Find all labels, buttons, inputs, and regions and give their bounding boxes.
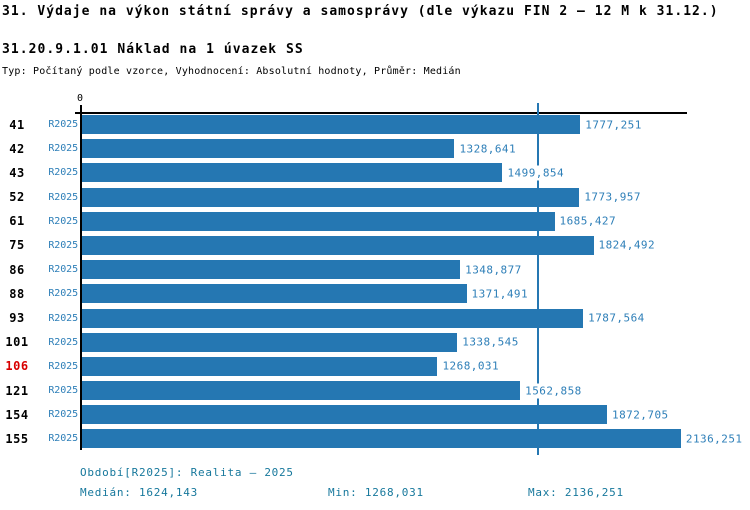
chart-row: 88 R2025 1371,491 [0,284,750,304]
row-series-label: R2025 [48,312,78,324]
value-bar [82,332,458,352]
bar-value-label: 1499,854 [506,165,566,181]
value-bar [82,139,455,159]
value-bar [82,260,461,280]
row-category-label: 121 [5,383,29,398]
value-bar [82,163,503,183]
bar-value-label: 1348,877 [464,262,523,278]
bar-track: 1787,564 [82,308,687,328]
bar-value-label: 1824,492 [597,237,657,253]
value-bar [82,211,555,231]
row-series-label: R2025 [48,143,78,155]
row-category-label: 101 [5,335,29,350]
indicator-title: 31.20.9.1.01 Náklad na 1 úvazek SS [2,42,304,57]
max-stat-label: Max: 2136,251 [528,486,624,499]
bar-value-label: 1685,427 [558,213,618,229]
x-axis-zero-tick-label: 0 [76,93,84,104]
row-series-label: R2025 [48,191,78,203]
chart-row: 41 R2025 1777,251 [0,115,750,134]
bar-track: 1777,251 [82,115,687,134]
value-bar [82,284,467,304]
page-title: 31. Výdaje na výkon státní správy a samo… [2,4,719,19]
row-category-label: 41 [9,117,25,132]
bar-track: 1499,854 [82,163,687,183]
value-bar [82,115,581,134]
bar-track: 1268,031 [82,356,687,376]
row-series-label: R2025 [48,264,78,276]
row-series-label: R2025 [48,433,78,445]
row-series-label: R2025 [48,239,78,251]
row-category-label: 154 [5,407,29,422]
row-series-label: R2025 [48,288,78,300]
row-series-label: R2025 [48,385,78,397]
bar-track: 1338,545 [82,332,687,352]
bar-track: 1348,877 [82,260,687,280]
bar-value-label: 1371,491 [470,286,530,302]
x-axis-line [75,112,687,114]
chart-row: 155 R2025 2136,251 [0,429,750,449]
row-series-label: R2025 [48,360,78,372]
row-category-label: 88 [9,286,25,301]
bar-track: 1685,427 [82,211,687,231]
row-category-label: 52 [9,190,25,205]
chart-row: 101 R2025 1338,545 [0,332,750,352]
bar-value-label: 1872,705 [611,407,670,423]
bar-track: 1773,957 [82,187,687,207]
value-bar [82,429,681,449]
median-stat-label: Medián: 1624,143 [80,486,198,499]
bar-value-label: 2136,251 [684,431,744,447]
bar-track: 1371,491 [82,284,687,304]
row-category-label: 93 [9,311,25,325]
row-category-label: 43 [9,165,25,180]
bar-track: 1562,858 [82,381,687,401]
value-bar [82,356,438,376]
bar-value-label: 1787,564 [587,310,646,326]
value-bar [82,381,521,401]
row-series-label: R2025 [48,336,78,348]
chart-row: 154 R2025 1872,705 [0,405,750,425]
chart-row: 61 R2025 1685,427 [0,211,750,231]
bar-value-label: 1773,957 [583,189,642,205]
bar-track: 1824,492 [82,235,687,255]
bar-value-label: 1268,031 [441,358,501,374]
chart-row: 121 R2025 1562,858 [0,381,750,401]
row-series-label: R2025 [48,119,78,130]
bar-track: 1872,705 [82,405,687,425]
indicator-meta: Typ: Počítaný podle vzorce, Vyhodnocení:… [2,66,461,77]
bar-value-label: 1777,251 [584,117,643,132]
bar-value-label: 1328,641 [458,141,518,157]
value-bar [82,187,580,207]
chart-row: 75 R2025 1824,492 [0,235,750,255]
row-category-label: 106 [5,359,29,374]
row-series-label: R2025 [48,167,78,179]
min-stat-label: Min: 1268,031 [328,486,424,499]
chart-row: 43 R2025 1499,854 [0,163,750,183]
value-bar [82,235,594,255]
row-series-label: R2025 [48,215,78,227]
row-category-label: 86 [9,262,25,277]
row-category-label: 42 [9,141,25,156]
chart-row: 42 R2025 1328,641 [0,139,750,159]
value-bar [82,405,608,425]
chart-row: 93 R2025 1787,564 [0,308,750,328]
bar-chart: 41 R2025 1777,251 42 R2025 1328,641 43 R2025 149… [0,115,750,454]
bar-track: 1328,641 [82,139,687,159]
bar-value-label: 1338,545 [461,334,520,350]
row-series-label: R2025 [48,409,78,421]
period-label: Období[R2025]: Realita – 2025 [80,466,294,479]
value-bar [82,308,584,328]
chart-row: 106 R2025 1268,031 [0,356,750,376]
bar-value-label: 1562,858 [524,383,583,399]
row-category-label: 75 [9,238,25,253]
row-category-label: 61 [9,214,25,229]
bar-track: 2136,251 [82,429,744,449]
chart-row: 52 R2025 1773,957 [0,187,750,207]
chart-row: 86 R2025 1348,877 [0,260,750,280]
row-category-label: 155 [5,431,29,446]
y-axis-line [80,105,82,450]
